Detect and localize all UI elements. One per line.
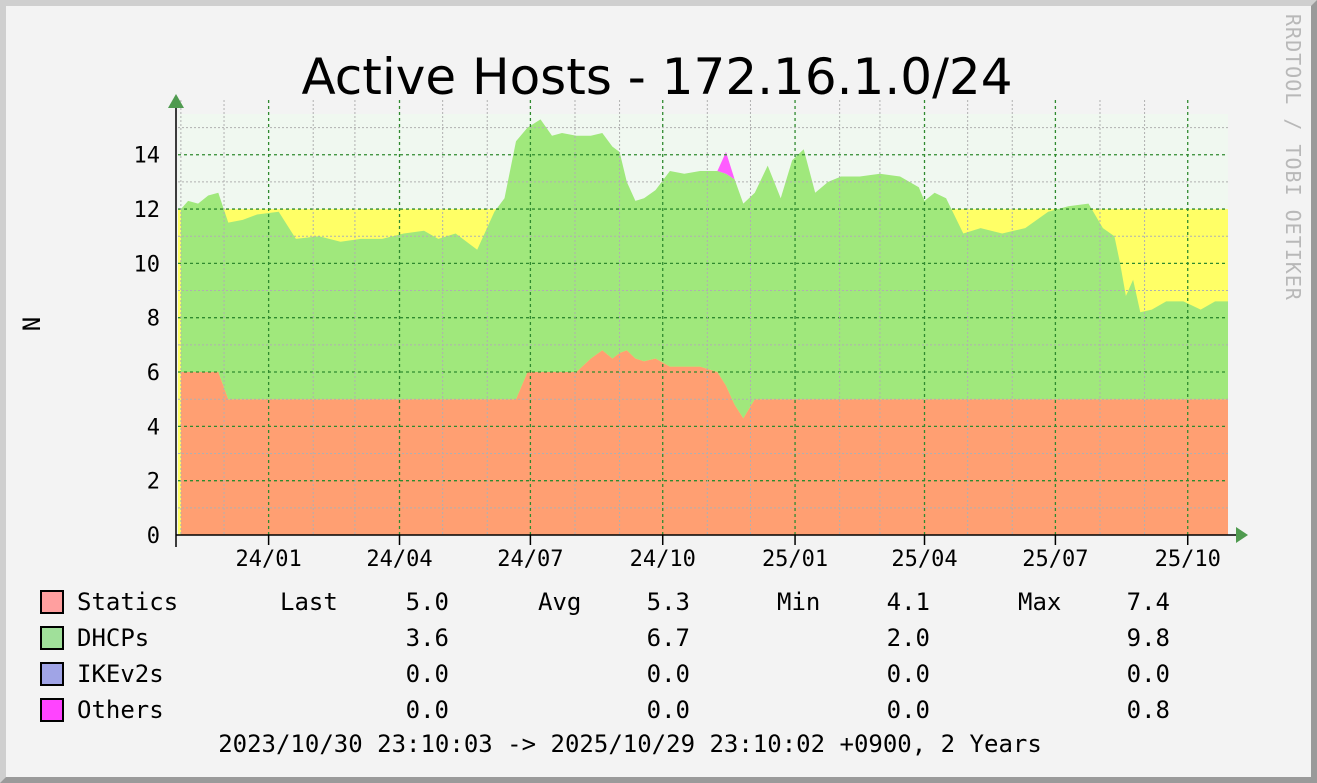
x-tick-label: 24/07 xyxy=(497,547,563,572)
legend-value-max: 0.8 xyxy=(1127,696,1170,724)
y-axis-arrow xyxy=(168,94,184,108)
x-tick-label: 25/01 xyxy=(762,547,828,572)
legend-value-min: 4.1 xyxy=(887,588,930,616)
x-tick-label: 25/10 xyxy=(1155,547,1221,572)
rrdtool-watermark: RRDTOOL / TOBI OETIKER xyxy=(1281,14,1305,301)
legend-row-ikev2s: IKEv2s 0.0 0.0 0.0 0.0 xyxy=(40,660,1170,688)
legend-swatch xyxy=(40,698,64,722)
axes xyxy=(168,94,1248,547)
legend-row-others: Others 0.0 0.0 0.0 0.8 xyxy=(40,696,1170,724)
y-tick-label: 10 xyxy=(134,252,161,277)
series-dhcps-area xyxy=(180,119,1228,419)
legend-value-max: 9.8 xyxy=(1127,624,1170,652)
y-tick-label: 12 xyxy=(134,198,161,223)
chart-title: Active Hosts - 172.16.1.0/24 xyxy=(301,48,1012,106)
legend-swatch xyxy=(40,662,64,686)
legend-value-last: 0.0 xyxy=(406,696,449,724)
legend: Statics Last 5.0 Avg 5.3 Min 4.1 Max 7.4 DHCPs 3.6… xyxy=(40,588,1170,724)
grid-lines xyxy=(178,100,1228,535)
x-tick-label: 24/01 xyxy=(235,547,301,572)
legend-swatch xyxy=(40,590,64,614)
legend-value-last: 0.0 xyxy=(406,660,449,688)
legend-value-min: 0.0 xyxy=(887,660,930,688)
y-tick-label: 2 xyxy=(147,470,160,495)
x-tick-label: 25/04 xyxy=(891,547,957,572)
x-tick-label: 24/10 xyxy=(630,547,696,572)
legend-series-name: IKEv2s xyxy=(77,660,164,688)
y-tick-label: 6 xyxy=(147,361,160,386)
legend-swatch xyxy=(40,626,64,650)
legend-column-last: Last xyxy=(280,588,338,616)
legend-column-max: Max xyxy=(1018,588,1061,616)
legend-value-avg: 0.0 xyxy=(647,660,690,688)
legend-row-statics: Statics Last 5.0 Avg 5.3 Min 4.1 Max 7.4 xyxy=(40,588,1170,616)
legend-value-last: 5.0 xyxy=(406,588,449,616)
y-tick-label: 0 xyxy=(147,524,160,549)
y-tick-label: 8 xyxy=(147,307,160,332)
y-axis-label: N xyxy=(18,317,46,331)
x-axis-arrow xyxy=(1236,527,1248,543)
y-tick-labels: 0 2 4 6 8 10 12 14 xyxy=(134,144,161,549)
y-tick-label: 4 xyxy=(147,415,160,440)
x-tick-label: 24/04 xyxy=(366,547,432,572)
legend-value-min: 0.0 xyxy=(887,696,930,724)
x-tick-labels: 24/01 24/04 24/07 24/10 25/01 25/04 25/07 25/10 xyxy=(235,547,1220,572)
legend-row-dhcps: DHCPs 3.6 6.7 2.0 9.8 xyxy=(40,624,1170,652)
time-range-footer: 2023/10/30 23:10:03 -> 2025/10/29 23:10:… xyxy=(218,730,1042,758)
legend-series-name: Others xyxy=(77,696,164,724)
legend-value-avg: 5.3 xyxy=(647,588,690,616)
legend-series-name: DHCPs xyxy=(77,624,149,652)
legend-value-max: 0.0 xyxy=(1127,660,1170,688)
legend-value-last: 3.6 xyxy=(406,624,449,652)
legend-column-min: Min xyxy=(777,588,820,616)
legend-series-name: Statics xyxy=(77,588,178,616)
legend-value-min: 2.0 xyxy=(887,624,930,652)
x-tick-label: 25/07 xyxy=(1022,547,1088,572)
legend-value-max: 7.4 xyxy=(1127,588,1170,616)
legend-column-avg: Avg xyxy=(538,588,581,616)
legend-value-avg: 0.0 xyxy=(647,696,690,724)
y-tick-label: 14 xyxy=(134,144,161,169)
legend-value-avg: 6.7 xyxy=(647,624,690,652)
